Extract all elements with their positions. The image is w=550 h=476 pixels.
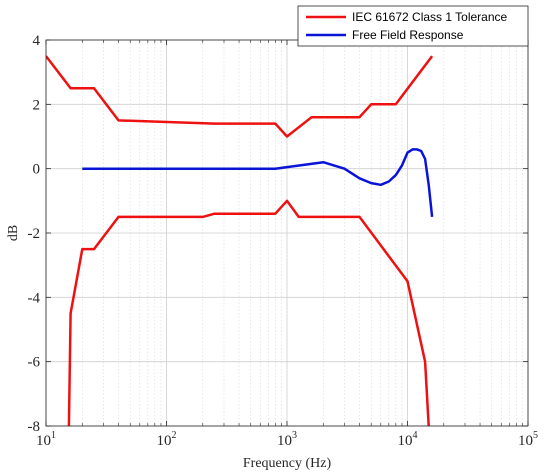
y-tick-label: 0 — [33, 162, 41, 178]
x-axis-label: Frequency (Hz) — [243, 456, 332, 471]
x-tick-label: 103 — [277, 430, 297, 449]
y-tick-label: -4 — [28, 290, 41, 306]
y-tick-label: -2 — [28, 226, 41, 242]
y-tick-label: 2 — [33, 97, 41, 113]
x-tick-label: 101 — [36, 430, 56, 449]
y-axis-label: dB — [6, 225, 21, 241]
legend-label-tolerance: IEC 61672 Class 1 Tolerance — [352, 10, 508, 24]
y-tick-label: 4 — [33, 33, 41, 49]
y-tick-label: -6 — [28, 355, 41, 371]
legend-label-response: Free Field Response — [352, 28, 464, 42]
x-tick-label: 105 — [518, 430, 538, 449]
response-line — [82, 148, 434, 218]
tolerance-line-lower — [67, 199, 430, 426]
tolerance-line-upper — [46, 55, 434, 138]
x-tick-label: 104 — [398, 430, 418, 449]
legend: IEC 61672 Class 1 Tolerance Free Field R… — [297, 5, 529, 47]
y-tick-label: -8 — [28, 419, 41, 435]
x-tick-label: 102 — [157, 430, 177, 449]
series-layer — [46, 55, 434, 426]
tick-labels: 101 102 103 104 105 -8 -6 -4 -2 0 2 4 — [28, 33, 539, 449]
legend-box — [297, 5, 529, 47]
